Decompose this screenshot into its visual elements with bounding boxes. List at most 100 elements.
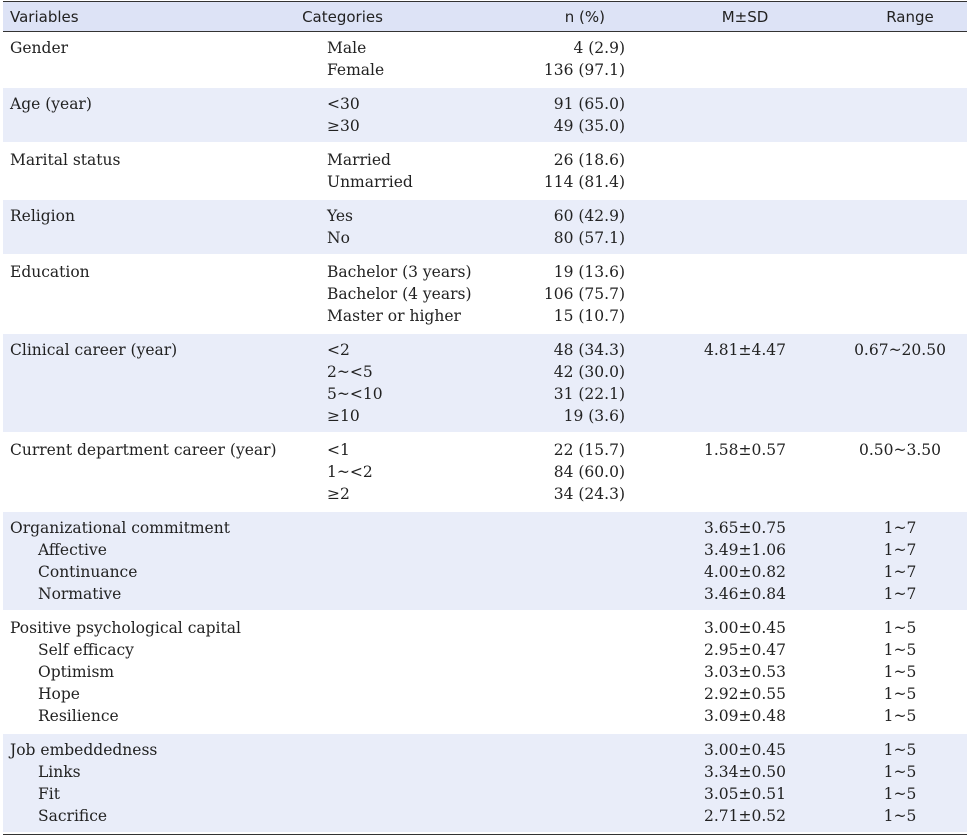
category-cell	[320, 517, 520, 539]
variable-cell	[3, 115, 320, 137]
mean-sd-cell: 4.81±4.47	[703, 341, 786, 359]
variable-cell: Marital status	[10, 151, 121, 169]
n-percent-cell	[520, 583, 625, 605]
variable-cell	[3, 383, 320, 405]
n-percent-cell: 42 (30.0)	[553, 363, 625, 381]
table-row: 2~<5 42 (30.0)	[3, 361, 967, 383]
category-cell	[320, 639, 520, 661]
header-msd: M±SD	[721, 7, 769, 26]
n-percent-cell: 106 (75.7)	[543, 285, 625, 303]
mean-sd-cell	[625, 483, 835, 505]
category-cell: Yes	[327, 207, 354, 225]
mean-sd-cell	[625, 93, 835, 115]
range-cell: 0.50~3.50	[858, 441, 941, 459]
variable-cell: Hope	[38, 685, 80, 703]
n-percent-cell: 26 (18.6)	[553, 151, 625, 169]
mean-sd-cell: 3.49±1.06	[703, 541, 786, 559]
category-cell: 1~<2	[327, 463, 373, 481]
variable-cell	[3, 171, 320, 193]
range-cell	[835, 171, 965, 193]
range-cell: 1~5	[883, 707, 917, 725]
n-percent-cell	[520, 561, 625, 583]
range-cell: 1~5	[883, 619, 917, 637]
category-cell	[320, 683, 520, 705]
category-cell	[320, 761, 520, 783]
category-cell: 2~<5	[327, 363, 373, 381]
range-cell	[835, 461, 965, 483]
row-group: Organizational commitment 3.65±0.75 1~7 Aff…	[3, 512, 967, 612]
row-group: Marital status Married 26 (18.6) Unmarried 1…	[3, 144, 967, 200]
table-row: Optimism 3.03±0.53 1~5	[3, 661, 967, 683]
mean-sd-cell	[625, 261, 835, 283]
row-group: Education Bachelor (3 years) 19 (13.6) Bach…	[3, 256, 967, 334]
variable-cell	[3, 405, 320, 427]
row-group: Current department career (year) <1 22 (15…	[3, 434, 967, 512]
category-cell: Male	[327, 39, 367, 57]
n-percent-cell: 49 (35.0)	[553, 117, 625, 135]
table-row: Unmarried 114 (81.4)	[3, 171, 967, 193]
range-cell	[835, 59, 965, 81]
category-cell	[320, 561, 520, 583]
range-cell	[835, 405, 965, 427]
n-percent-cell	[520, 739, 625, 761]
category-cell	[320, 539, 520, 561]
range-cell	[835, 483, 965, 505]
row-group: Age (year) <30 91 (65.0) ≥30 49 (35.0)	[3, 88, 967, 144]
table-row: Sacrifice 2.71±0.52 1~5	[3, 805, 967, 827]
variable-cell: Fit	[38, 785, 60, 803]
category-cell	[320, 705, 520, 727]
mean-sd-cell: 3.05±0.51	[703, 785, 786, 803]
category-cell	[320, 583, 520, 605]
variable-cell: Education	[10, 263, 90, 281]
mean-sd-cell	[625, 305, 835, 327]
mean-sd-cell	[625, 37, 835, 59]
n-percent-cell: 31 (22.1)	[553, 385, 625, 403]
variable-cell: Affective	[38, 541, 107, 559]
range-cell: 1~5	[883, 763, 917, 781]
table-row: 1~<2 84 (60.0)	[3, 461, 967, 483]
n-percent-cell	[520, 539, 625, 561]
variable-cell: Links	[38, 763, 81, 781]
range-cell	[835, 361, 965, 383]
category-cell	[320, 805, 520, 827]
header-range: Range	[886, 7, 934, 26]
mean-sd-cell: 1.58±0.57	[703, 441, 786, 459]
variable-cell: Current department career (year)	[10, 441, 277, 459]
table-row: ≥30 49 (35.0)	[3, 115, 967, 137]
mean-sd-cell	[625, 383, 835, 405]
mean-sd-cell	[625, 283, 835, 305]
category-cell: No	[327, 229, 350, 247]
table-row: Marital status Married 26 (18.6)	[3, 149, 967, 171]
table-row: Fit 3.05±0.51 1~5	[3, 783, 967, 805]
n-percent-cell	[520, 705, 625, 727]
mean-sd-cell	[625, 59, 835, 81]
table-row: 5~<10 31 (22.1)	[3, 383, 967, 405]
table-row: ≥10 19 (3.6)	[3, 405, 967, 427]
table-row: ≥2 34 (24.3)	[3, 483, 967, 505]
mean-sd-cell: 3.00±0.45	[703, 741, 786, 759]
table-row: Female 136 (97.1)	[3, 59, 967, 81]
n-percent-cell	[520, 639, 625, 661]
range-cell	[835, 37, 965, 59]
category-cell: <30	[327, 95, 360, 113]
mean-sd-cell	[625, 149, 835, 171]
mean-sd-cell	[625, 115, 835, 137]
variable-cell: Resilience	[38, 707, 119, 725]
category-cell: 5~<10	[327, 385, 383, 403]
range-cell: 1~5	[883, 785, 917, 803]
table-row: No 80 (57.1)	[3, 227, 967, 249]
mean-sd-cell	[625, 461, 835, 483]
variable-cell: Clinical career (year)	[10, 341, 178, 359]
range-cell: 1~7	[883, 519, 917, 537]
table-row: Affective 3.49±1.06 1~7	[3, 539, 967, 561]
range-cell	[835, 115, 965, 137]
category-cell: <1	[327, 441, 350, 459]
table-row: Self efficacy 2.95±0.47 1~5	[3, 639, 967, 661]
range-cell: 1~5	[883, 663, 917, 681]
n-percent-cell	[520, 517, 625, 539]
range-cell: 1~5	[883, 685, 917, 703]
range-cell: 1~5	[883, 641, 917, 659]
category-cell: Unmarried	[327, 173, 413, 191]
n-percent-cell: 22 (15.7)	[553, 441, 625, 459]
table-row: Resilience 3.09±0.48 1~5	[3, 705, 967, 727]
